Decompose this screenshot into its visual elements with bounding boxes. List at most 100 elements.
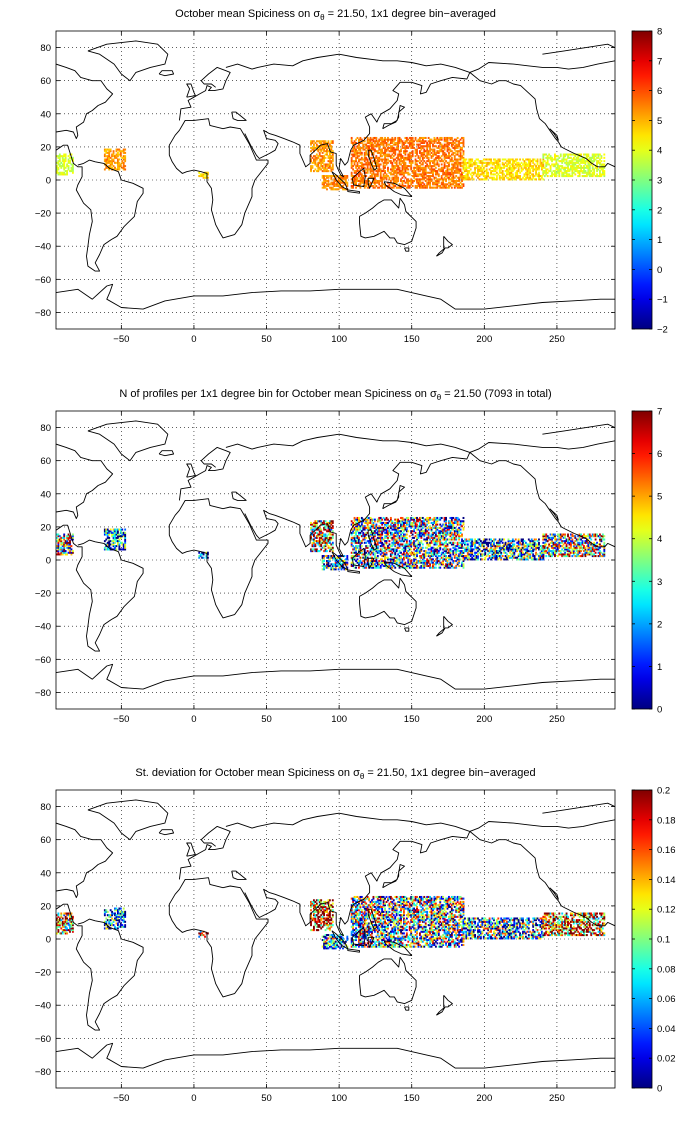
heatmap-cell <box>63 543 66 546</box>
heatmap-cell <box>569 153 572 156</box>
heatmap-cell <box>379 178 382 181</box>
heatmap-cell <box>477 166 479 169</box>
heatmap-cell <box>436 538 439 541</box>
heatmap-cell <box>458 143 461 146</box>
heatmap-cell <box>63 541 66 544</box>
heatmap-cell <box>403 161 405 164</box>
heatmap-cell <box>365 520 368 523</box>
heatmap-cell <box>70 548 73 551</box>
heatmap-cell <box>452 175 455 178</box>
heatmap-cell <box>352 155 355 158</box>
heatmap-cell <box>559 160 562 163</box>
heatmap-cell <box>326 180 328 183</box>
heatmap-cell <box>359 173 362 176</box>
heatmap-cell <box>317 161 320 164</box>
heatmap-cell <box>366 145 369 148</box>
heatmap-cell <box>372 551 375 554</box>
heatmap-cell <box>394 548 397 551</box>
heatmap-cell <box>69 545 71 548</box>
heatmap-cell <box>408 541 411 544</box>
heatmap-cell <box>56 533 58 536</box>
heatmap-cell <box>526 168 529 171</box>
heatmap-cell <box>57 171 60 174</box>
heatmap-cell <box>395 535 398 538</box>
heatmap-cell <box>427 520 430 523</box>
heatmap-cell <box>330 548 333 551</box>
heatmap-cell <box>421 526 424 529</box>
heatmap-cell <box>363 533 366 536</box>
heatmap-cell <box>584 175 587 178</box>
heatmap-cell <box>429 556 432 559</box>
heatmap-cell <box>382 546 385 549</box>
heatmap-cell <box>421 521 424 524</box>
heatmap-cell <box>326 538 328 541</box>
heatmap-cell <box>365 184 368 188</box>
heatmap-cell <box>429 535 432 538</box>
y-tick-label: −60 <box>35 275 51 286</box>
heatmap-cell <box>403 530 405 533</box>
heatmap-cell <box>575 156 578 159</box>
heatmap-cell <box>346 563 349 566</box>
heatmap-cell <box>376 528 379 531</box>
heatmap-cell <box>392 184 395 188</box>
heatmap-cell <box>403 184 405 188</box>
heatmap-cell <box>64 543 67 546</box>
heatmap-cell <box>433 176 436 179</box>
heatmap-cell <box>430 548 433 551</box>
heatmap-cell <box>546 158 549 161</box>
heatmap-cell <box>410 541 413 544</box>
heatmap-cell <box>424 166 427 169</box>
heatmap-cell <box>414 546 417 549</box>
heatmap-cell <box>312 525 315 528</box>
heatmap-cell <box>452 550 455 553</box>
heatmap-cell <box>453 531 456 534</box>
heatmap-cell <box>433 141 436 144</box>
heatmap-cell <box>442 556 445 559</box>
heatmap-cell <box>70 551 73 554</box>
heatmap-cell <box>420 140 423 143</box>
heatmap-cell <box>362 165 365 168</box>
heatmap-cell <box>363 528 366 531</box>
heatmap-cell <box>353 163 356 166</box>
heatmap-cell <box>575 160 578 163</box>
heatmap-cell <box>427 178 430 181</box>
heatmap-cell <box>355 530 357 533</box>
heatmap-cell <box>392 564 395 568</box>
heatmap-cell <box>324 175 327 178</box>
heatmap-cell <box>323 541 326 544</box>
heatmap-cell <box>355 566 357 569</box>
heatmap-cell <box>358 180 360 183</box>
heatmap-cell <box>453 545 456 548</box>
heatmap-cell <box>413 171 416 174</box>
heatmap-cell <box>333 184 336 188</box>
heatmap-cell <box>487 161 490 164</box>
heatmap-cell <box>369 533 372 536</box>
heatmap-cell <box>378 143 381 146</box>
heatmap-cell <box>378 158 381 161</box>
heatmap-cell <box>498 165 501 168</box>
heatmap-cell <box>427 560 430 563</box>
heatmap-cell <box>355 540 357 543</box>
heatmap-cell <box>310 146 312 149</box>
heatmap-cell <box>477 158 479 161</box>
heatmap-cell <box>382 528 385 531</box>
heatmap-cell <box>372 148 375 151</box>
heatmap-cell <box>105 163 108 166</box>
heatmap-cell <box>420 548 423 551</box>
heatmap-cell <box>346 555 349 558</box>
heatmap-cell <box>397 543 400 546</box>
heatmap-cell <box>369 526 372 529</box>
heatmap-cell <box>381 545 384 548</box>
heatmap-cell <box>363 155 366 158</box>
heatmap-cell <box>414 148 417 151</box>
heatmap-cell <box>391 551 394 554</box>
heatmap-cell <box>424 538 427 541</box>
heatmap-cell <box>333 568 336 571</box>
heatmap-cell <box>365 143 368 146</box>
heatmap-cell <box>432 145 434 148</box>
heatmap-cell <box>446 530 449 533</box>
heatmap-cell <box>478 178 481 181</box>
coastline <box>383 181 413 198</box>
heatmap-cell <box>445 558 447 561</box>
heatmap-cell <box>600 165 603 168</box>
